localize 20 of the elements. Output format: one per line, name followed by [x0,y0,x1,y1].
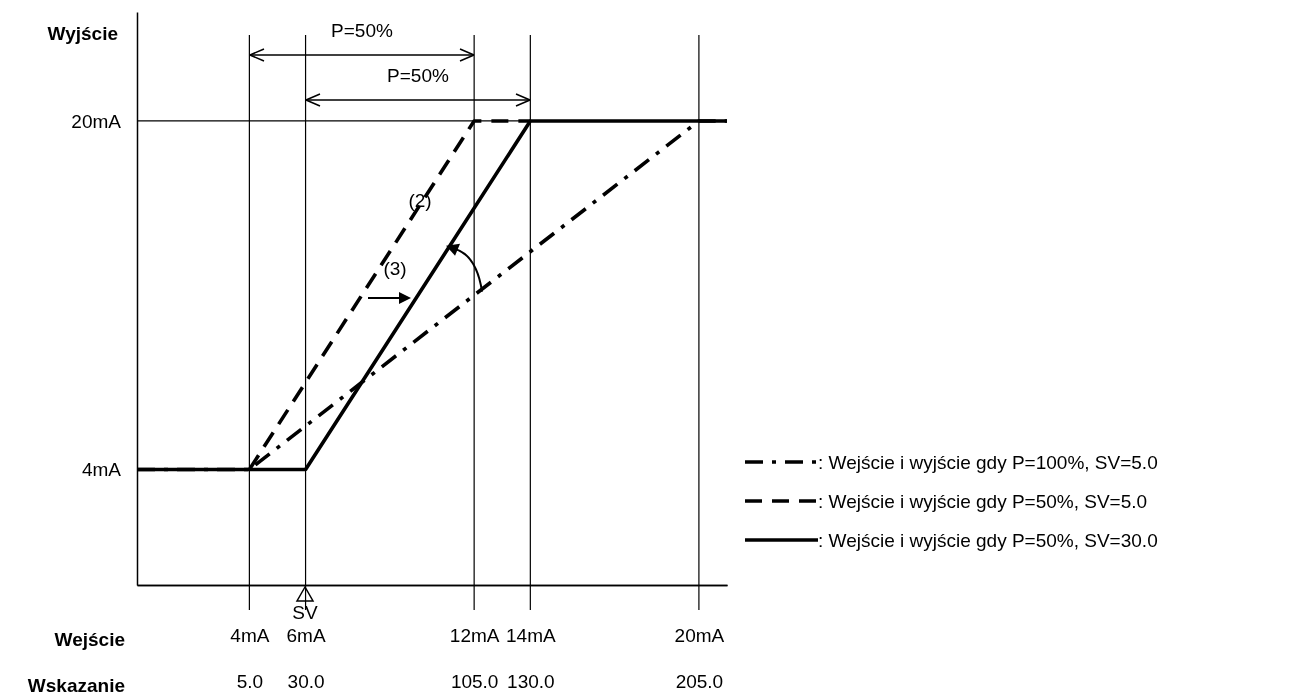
y-axis-title: Wyjście [47,23,118,44]
x2-tick-label: 205.0 [675,671,724,693]
x-tick-label: 12mA [449,625,500,647]
annotation: (3) [383,258,407,279]
x-tick-label: 6mA [286,625,326,647]
x2-tick-label: 30.0 [287,671,325,693]
x2-tick-label: 105.0 [450,671,499,693]
x-tick-label: 20mA [674,625,725,647]
x-axis-title: Wejście [54,629,125,650]
x2-axis-title: Wskazanie [27,675,125,696]
legend-label: : Wejście i wyjście gdy P=50%, SV=30.0 [818,530,1158,551]
text: SV [292,602,318,623]
x2-tick-label: 5.0 [236,671,264,693]
x-tick-label: 14mA [506,625,556,647]
annotation: P=50% [331,20,393,41]
x2-tick-label: 130.0 [507,671,555,693]
x-tick-label: 4mA [230,625,270,647]
annotation: P=50% [387,65,449,86]
legend-label: : Wejście i wyjście gdy P=100%, SV=5.0 [818,452,1158,473]
legend-label: : Wejście i wyjście gdy P=50%, SV=5.0 [818,491,1148,512]
